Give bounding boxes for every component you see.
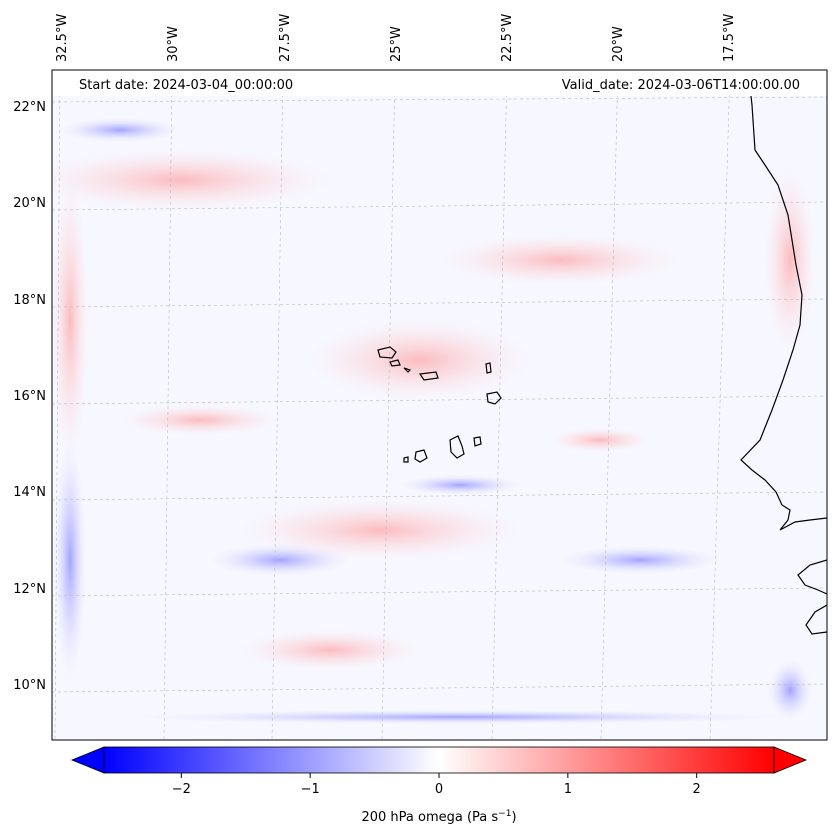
guinea-coast [805, 604, 827, 635]
plot-frame [51, 69, 828, 741]
lat-label: 22°N [13, 100, 46, 115]
colorbar-extend-low [70, 746, 105, 774]
colorbar-ticks: −2 −1 0 1 2 [172, 773, 701, 797]
lon-label: 32.5°W [55, 14, 70, 62]
lat-label: 18°N [13, 293, 46, 308]
graticule [52, 70, 827, 740]
valid-date-label: Valid_date: 2024-03-06T14:00:00.00 [562, 78, 800, 93]
lon-label: 27.5°W [278, 14, 293, 62]
start-date-label: Start date: 2024-03-04_00:00:00 [79, 78, 293, 93]
colorbar-tick-label: −2 [172, 782, 191, 797]
lat-label: 20°N [13, 196, 46, 211]
colorbar-tick-label: 0 [435, 782, 443, 797]
lon-label: 17.5°W [722, 14, 737, 62]
lon-label: 20°W [611, 26, 626, 62]
omega-field [52, 70, 827, 740]
colorbar-tick-label: −1 [301, 782, 320, 797]
colorbar-extend-high [773, 746, 808, 774]
lon-label: 30°W [166, 26, 181, 62]
lat-label: 12°N [13, 582, 46, 597]
africa-coastline [740, 70, 827, 531]
colorbar: −2 −1 0 1 2 200 hPa omega (Pa s−1) [70, 746, 808, 825]
cape-verde-islands [377, 346, 502, 463]
longitude-labels: 32.5°W 30°W 27.5°W 25°W 22.5°W 20°W 17.5… [55, 14, 737, 62]
lon-label: 25°W [389, 26, 404, 62]
latitude-labels: 22°N 20°N 18°N 16°N 14°N 12°N 10°N [13, 100, 46, 693]
colorbar-body [103, 746, 775, 774]
lat-label: 14°N [13, 485, 46, 500]
lat-label: 16°N [13, 389, 46, 404]
colorbar-tick-label: 2 [693, 782, 701, 797]
lat-label: 10°N [13, 678, 46, 693]
guinea-bissau-coast [797, 559, 827, 595]
header-box [52, 70, 827, 96]
colorbar-label: 200 hPa omega (Pa s−1) [361, 809, 516, 825]
lon-label: 22.5°W [500, 14, 515, 62]
colorbar-tick-label: 1 [564, 782, 572, 797]
